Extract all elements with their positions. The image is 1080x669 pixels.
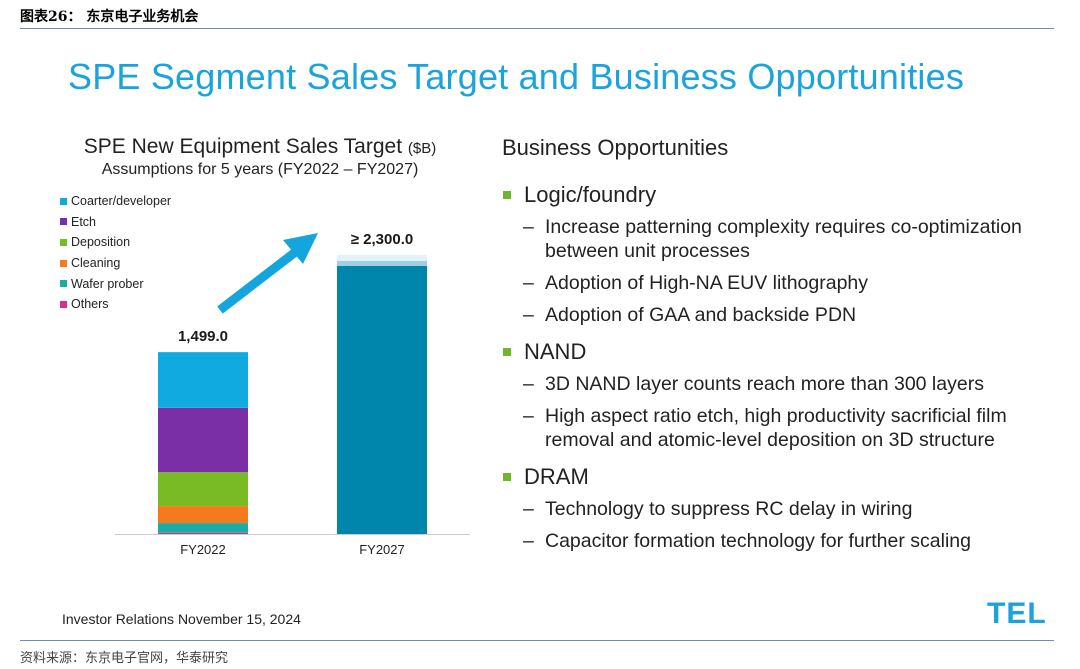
opportunity-item: – Technology to suppress RC delay in wiri…	[502, 497, 1062, 521]
legend-label: Coarter/developer	[71, 194, 172, 209]
opportunity-item: – High aspect ratio etch, high productivi…	[502, 404, 1062, 452]
total-label: 1,499.0	[178, 328, 228, 345]
opportunity-group: NAND	[502, 335, 1062, 368]
opportunity-item-text: Adoption of GAA and backside PDN	[545, 304, 857, 326]
tel-logo: TEL	[987, 597, 1047, 630]
opportunity-item: – Capacitor formation technology for furt…	[502, 529, 1062, 553]
dash-bullet: –	[523, 373, 534, 395]
slide-title: SPE Segment Sales Target and Business Op…	[68, 56, 965, 97]
opportunity-item-text: Adoption of High-NA EUV lithography	[545, 272, 869, 294]
square-bullet-icon	[503, 347, 511, 356]
chart-subtitle: Assumptions for 5 years (FY2022 – FY2027…	[101, 161, 419, 178]
opportunity-group-name: Logic/foundry	[524, 181, 657, 207]
legend-label: Wafer prober	[71, 276, 144, 291]
square-bullet-icon	[503, 190, 511, 199]
bar-segment-cleaning	[158, 506, 248, 524]
legend-swatch	[60, 197, 67, 205]
opportunity-item-text: Increase patterning complexity requires …	[545, 216, 1022, 262]
legend-swatch	[60, 280, 67, 288]
dash-bullet: –	[523, 498, 534, 520]
opportunity-item-text: Capacitor formation technology for furth…	[545, 530, 971, 552]
total-label: ≥ 2,300.0	[351, 231, 413, 248]
bar-fade-top	[337, 255, 427, 261]
legend-swatch	[60, 259, 67, 267]
top-rule	[20, 28, 1054, 29]
figure-caption: 图表26： 东京电子业务机会	[20, 9, 199, 25]
opportunity-group-name: NAND	[524, 338, 587, 364]
legend-item: Coarter/developer	[60, 191, 171, 212]
chart-title: SPE New Equipment Sales Target ($B)	[40, 135, 480, 159]
opportunity-item-text: Technology to suppress RC delay in wirin…	[545, 498, 913, 520]
opportunity-item-text: 3D NAND layer counts reach more than 300…	[545, 373, 984, 395]
legend-label: Deposition	[71, 235, 131, 250]
dash-bullet: –	[523, 272, 534, 294]
legend-swatch	[60, 300, 67, 308]
bottom-rule	[20, 640, 1054, 641]
opportunity-item: – Adoption of High-NA EUV lithography	[502, 271, 1062, 295]
bar-fade-mid	[337, 261, 427, 266]
opportunities-list: Logic/foundry – Increase patterning comple…	[502, 178, 1062, 561]
legend-item: Deposition	[60, 232, 171, 253]
legend-swatch	[60, 238, 67, 246]
dash-bullet: –	[523, 530, 534, 552]
legend-label: Etch	[71, 214, 97, 229]
chart-title-unit: ($B)	[407, 140, 437, 157]
legend-swatch	[60, 218, 67, 226]
chart-title-text: SPE New Equipment Sales Target	[83, 135, 403, 158]
dash-bullet: –	[523, 304, 534, 326]
growth-arrow-head	[283, 233, 318, 264]
legend-item: Wafer prober	[60, 273, 171, 294]
legend-label: Cleaning	[71, 256, 121, 271]
source-note: 资料来源：东京电子官网，华泰研究	[20, 651, 229, 666]
category-label: FY2022	[180, 542, 226, 557]
opportunity-item: – Adoption of GAA and backside PDN	[502, 303, 1062, 327]
legend-item: Cleaning	[60, 253, 171, 274]
growth-arrow-shaft	[217, 246, 301, 314]
legend-item: Others	[60, 294, 171, 315]
legend-label: Others	[71, 297, 109, 312]
bar-segment-others	[158, 532, 248, 534]
footer-note: Investor Relations November 15, 2024	[62, 611, 301, 627]
dash-bullet: –	[523, 405, 534, 427]
bar-segment-wafer-prober	[158, 523, 248, 533]
opportunity-group-name: DRAM	[524, 463, 589, 489]
square-bullet-icon	[503, 472, 511, 481]
bar-segment-etch	[158, 407, 248, 473]
opportunity-item: – Increase patterning complexity requires…	[502, 215, 1062, 263]
bar-segment-total	[337, 255, 427, 534]
dash-bullet: –	[523, 216, 534, 238]
bar-segment-deposition	[158, 472, 248, 507]
opportunity-group: Logic/foundry	[502, 178, 1062, 211]
opportunity-item-text: High aspect ratio etch, high productivit…	[545, 405, 1007, 451]
opportunity-item: –3D NAND layer counts reach more than 30…	[502, 372, 1062, 396]
category-label: FY2027	[359, 542, 405, 557]
opportunities-title: Business Opportunities	[502, 135, 729, 160]
legend-item: Etch	[60, 212, 171, 233]
opportunity-group: DRAM	[502, 460, 1062, 493]
chart-legend: Coarter/developer Etch Deposition Cleaning W…	[60, 191, 171, 315]
bar-segment-coarter-developer	[158, 352, 248, 408]
